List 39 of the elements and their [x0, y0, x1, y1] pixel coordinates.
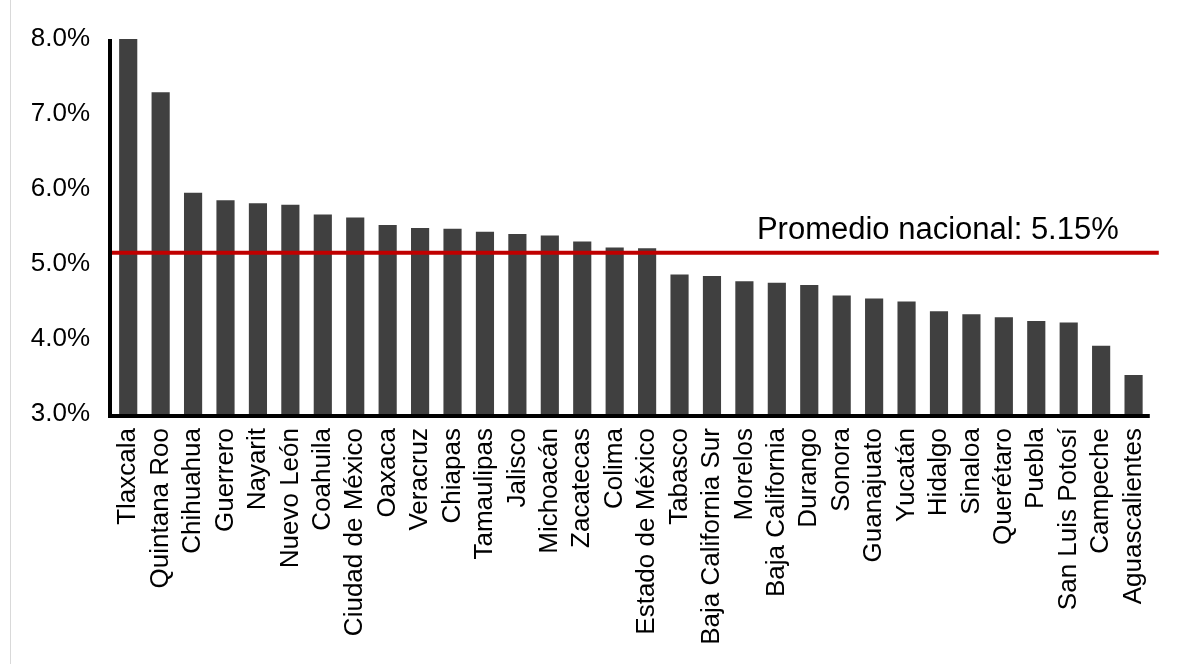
- x-tick-label: Querétaro: [987, 428, 1018, 546]
- x-tick-label: Baja California Sur: [695, 427, 726, 645]
- x-tick-label: Morelos: [727, 428, 758, 521]
- x-tick-label: Tabasco: [662, 428, 693, 525]
- x-tick-label: Ciudad de México: [338, 428, 369, 637]
- x-tick-label: Estado de México: [630, 428, 661, 635]
- x-tick-label: Guerrero: [208, 428, 239, 533]
- y-tick-label: 8.0%: [30, 22, 90, 53]
- x-tick-label: Coahuila: [305, 427, 336, 531]
- x-tick-label: Durango: [792, 428, 823, 528]
- y-tick-label: 6.0%: [30, 172, 90, 203]
- x-tick-label: Michoacán: [532, 428, 563, 554]
- x-tick-label: Veracruz: [403, 428, 434, 531]
- x-tick-label: Campeche: [1084, 428, 1115, 554]
- x-tick-label: Puebla: [1019, 427, 1050, 509]
- ref-line-label: Promedio nacional: 5.15%: [756, 210, 1119, 246]
- x-tick-label: San Luis Potosí: [1051, 427, 1082, 611]
- y-tick-label: 7.0%: [30, 97, 90, 128]
- y-tick-label: 3.0%: [30, 397, 90, 428]
- x-tick-label: Sinaloa: [954, 427, 985, 515]
- y-tick-label: 5.0%: [30, 247, 90, 278]
- x-tick-label: Hidalgo: [922, 428, 953, 517]
- x-tick-label: Tlaxcala: [111, 427, 142, 525]
- y-tick-label: 4.0%: [30, 322, 90, 353]
- x-tick-label: Guanajuato: [857, 428, 888, 563]
- x-tick-label: Sonora: [824, 427, 855, 512]
- x-tick-label: Aguascalientes: [1116, 428, 1147, 605]
- x-tick-label: Yucatán: [889, 428, 920, 522]
- x-tick-label: Oaxaca: [370, 427, 401, 518]
- x-tick-label: Nayarit: [241, 427, 272, 511]
- x-tick-label: Jalisco: [500, 428, 531, 508]
- x-tick-label: Chihuahua: [176, 427, 207, 554]
- x-tick-label: Zacatecas: [565, 428, 596, 548]
- x-tick-label: Chiapas: [435, 428, 466, 524]
- x-tick-label: Nuevo León: [273, 428, 304, 569]
- x-tick-label: Tamaulipas: [468, 428, 499, 560]
- x-tick-label: Colima: [597, 427, 628, 509]
- x-tick-label: Baja California: [760, 427, 790, 598]
- x-tick-label: Quintana Roo: [143, 428, 174, 589]
